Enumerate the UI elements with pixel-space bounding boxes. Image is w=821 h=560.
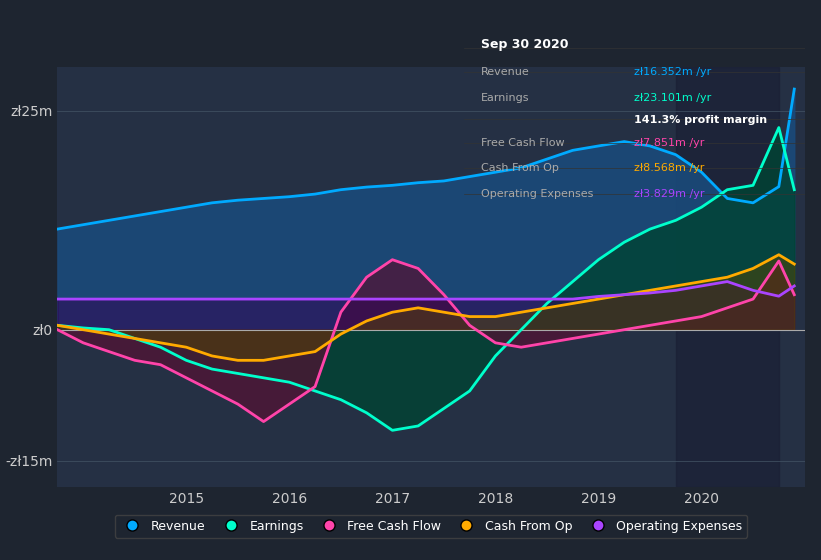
Text: zł16.352m /yr: zł16.352m /yr — [635, 67, 712, 77]
Text: Cash From Op: Cash From Op — [481, 164, 559, 174]
Text: zł7.851m /yr: zł7.851m /yr — [635, 138, 704, 148]
Text: Revenue: Revenue — [481, 67, 530, 77]
Text: zł8.568m /yr: zł8.568m /yr — [635, 164, 704, 174]
Bar — [676, 67, 779, 487]
Text: Earnings: Earnings — [481, 93, 530, 103]
Text: zł23.101m /yr: zł23.101m /yr — [635, 93, 712, 103]
Legend: Revenue, Earnings, Free Cash Flow, Cash From Op, Operating Expenses: Revenue, Earnings, Free Cash Flow, Cash … — [115, 515, 747, 538]
Text: 141.3% profit margin: 141.3% profit margin — [635, 115, 768, 125]
Text: Operating Expenses: Operating Expenses — [481, 189, 594, 199]
Text: Sep 30 2020: Sep 30 2020 — [481, 38, 568, 51]
Text: Free Cash Flow: Free Cash Flow — [481, 138, 565, 148]
Text: zł3.829m /yr: zł3.829m /yr — [635, 189, 704, 199]
